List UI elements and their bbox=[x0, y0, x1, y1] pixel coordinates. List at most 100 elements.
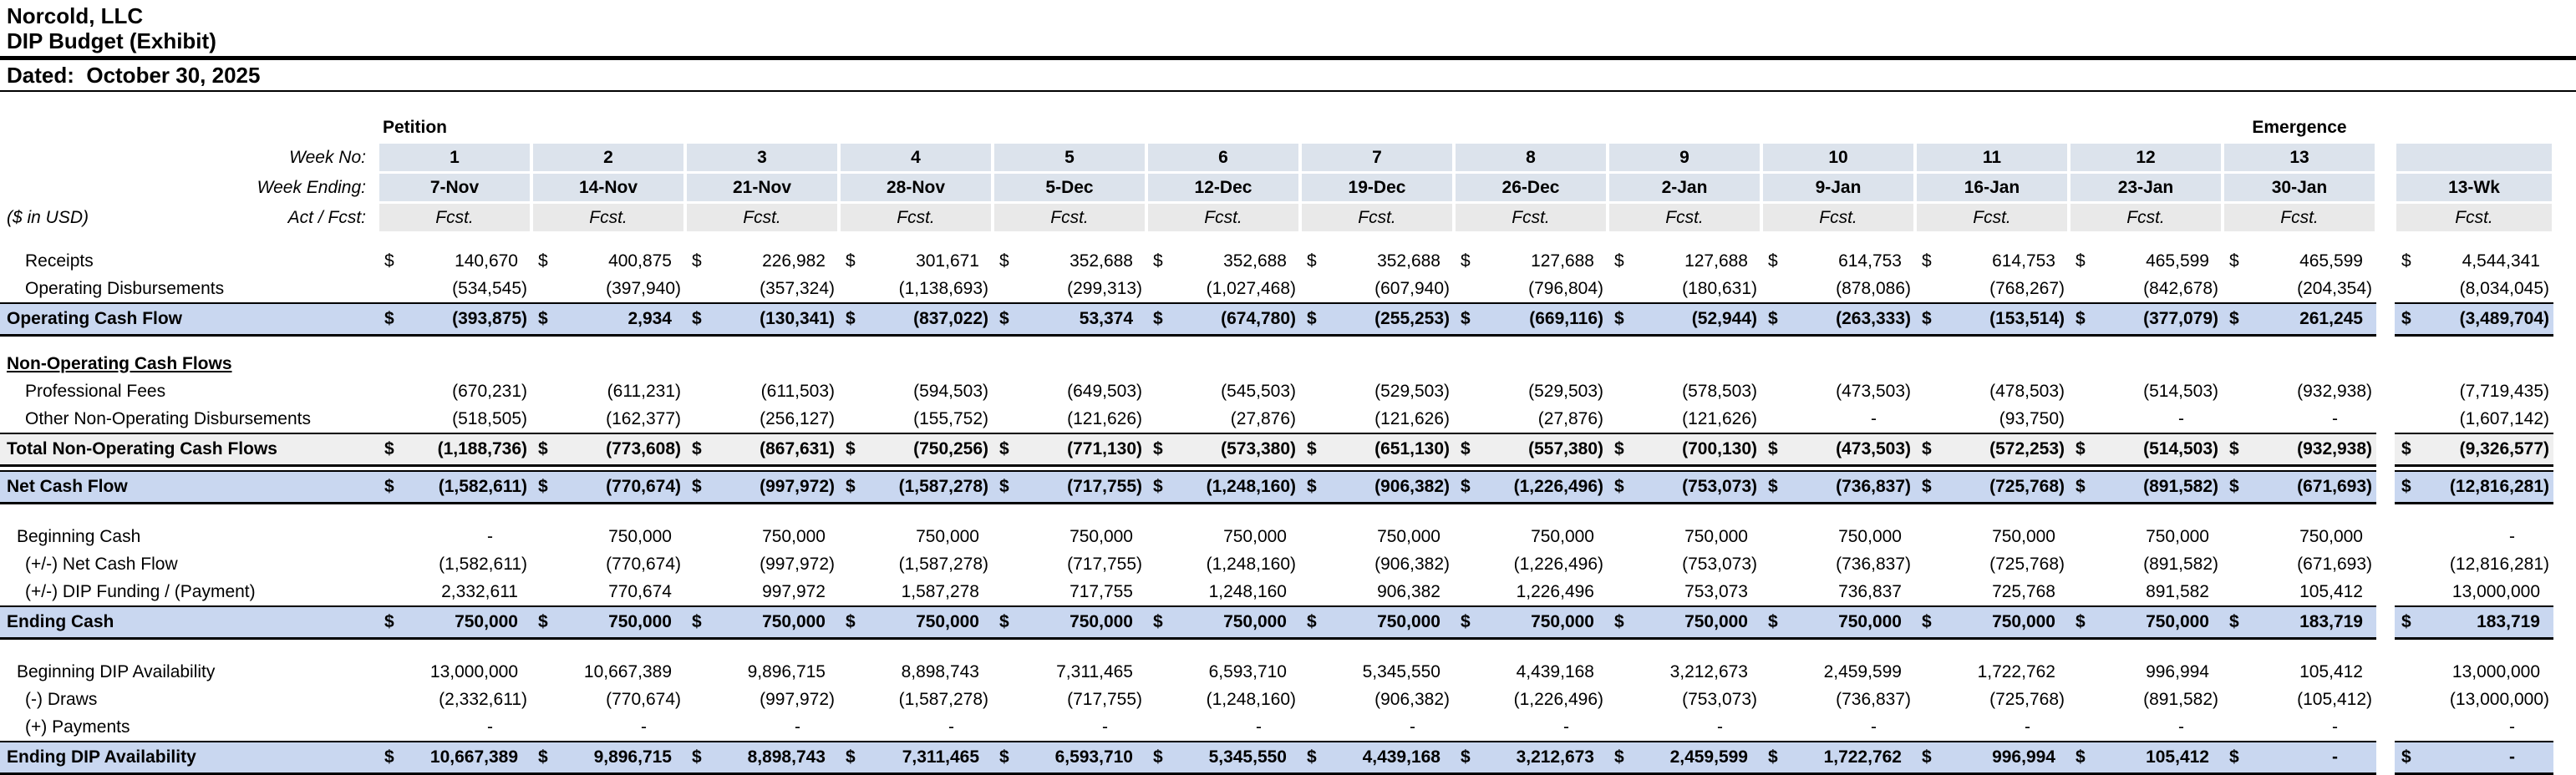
value-cell: (514,503) bbox=[2069, 377, 2223, 405]
value-cell: (736,837) bbox=[1761, 686, 1915, 713]
value-cell: - bbox=[378, 523, 531, 550]
cell-value: (891,582) bbox=[2143, 554, 2218, 574]
currency-symbol: $ bbox=[2401, 747, 2411, 767]
value-cell: 8,898,743 bbox=[839, 658, 993, 686]
value-cell: (357,324) bbox=[685, 275, 839, 303]
currency-symbol: $ bbox=[1614, 439, 1624, 458]
value-cell: $ (393,875) bbox=[378, 302, 531, 337]
gap-cell bbox=[2376, 114, 2395, 143]
currency-symbol: $ bbox=[692, 477, 702, 496]
value-cell: (2,332,611) bbox=[378, 686, 531, 713]
value-cell: 770,674 bbox=[531, 578, 685, 606]
value-wrap: (529,503) bbox=[1454, 382, 1608, 402]
dated-label: Dated: October 30, 2025 bbox=[7, 63, 261, 88]
value-wrap: (1,226,496) bbox=[1454, 690, 1608, 710]
value-cell: $ (1,587,278) bbox=[839, 470, 993, 504]
value-cell bbox=[2223, 350, 2376, 377]
value-cell: (770,674) bbox=[531, 686, 685, 713]
value-cell: $ (932,938) bbox=[2223, 433, 2376, 467]
title-divider-thick bbox=[0, 56, 2576, 60]
value-cell: $ (906,382) bbox=[1300, 470, 1454, 504]
cell-value: 750,000 bbox=[1531, 612, 1594, 631]
row-label: (+/-) DIP Funding / (Payment) bbox=[25, 581, 256, 601]
cell-value: (906,382) bbox=[1374, 554, 1450, 574]
header-spacer-cell bbox=[685, 114, 839, 143]
value-cell: 750,000 bbox=[839, 523, 993, 550]
currency-symbol: $ bbox=[1614, 477, 1624, 496]
value-cell: $ (1,582,611) bbox=[378, 470, 531, 504]
cell-value: (1,587,278) bbox=[898, 689, 988, 709]
currency-symbol: $ bbox=[2229, 309, 2239, 328]
usd-actfcst-wrap: ($ in USD) Act / Fcst: bbox=[7, 208, 376, 228]
cell-value: (717,755) bbox=[1067, 554, 1142, 574]
header-row-week-no: Week No: 1 2 3 4 5 6 7 8 9 10 11 12 13 bbox=[0, 141, 2555, 174]
currency-symbol: $ bbox=[1614, 251, 1624, 271]
gap-cell bbox=[2376, 578, 2395, 606]
cell-value: (578,503) bbox=[1682, 381, 1757, 401]
cell-value: 750,000 bbox=[2146, 612, 2209, 631]
value-cell bbox=[378, 350, 531, 377]
value-wrap: (256,127) bbox=[685, 409, 839, 429]
act-fcst-cell: Fcst. bbox=[991, 201, 1148, 234]
value-wrap: (180,631) bbox=[1608, 279, 1761, 299]
value-cell: $ (1,248,160) bbox=[1146, 470, 1300, 504]
cell-value: 750,000 bbox=[1531, 526, 1594, 546]
value-wrap: $ (750,256) bbox=[839, 439, 993, 459]
currency-symbol: $ bbox=[1307, 612, 1317, 631]
total-value-cell: $183,719 bbox=[2395, 605, 2553, 640]
value-wrap: $ - bbox=[2395, 747, 2553, 767]
cell-value: 127,688 bbox=[1531, 251, 1594, 271]
value-wrap: - bbox=[2223, 717, 2376, 737]
cell-value: (8,034,045) bbox=[2459, 278, 2549, 298]
value-cell: $9,896,715 bbox=[531, 741, 685, 775]
value-cell: $ (573,380) bbox=[1146, 433, 1300, 467]
value-wrap: $ (9,326,577) bbox=[2395, 439, 2553, 459]
cell-value: 13,000,000 bbox=[2452, 581, 2540, 601]
gap-cell bbox=[2376, 713, 2395, 742]
value-cell: 13,000,000 bbox=[378, 658, 531, 686]
report-title: DIP Budget (Exhibit) bbox=[7, 28, 216, 53]
value-wrap: 996,994 bbox=[2069, 662, 2223, 682]
value-wrap: $ (1,587,278) bbox=[839, 477, 993, 497]
value-wrap: $127,688 bbox=[1454, 251, 1608, 271]
currency-symbol: $ bbox=[1307, 309, 1317, 328]
value-wrap: (753,073) bbox=[1608, 555, 1761, 575]
value-wrap: 750,000 bbox=[1146, 527, 1300, 547]
currency-symbol: $ bbox=[999, 251, 1009, 271]
value-cell: 2,332,611 bbox=[378, 578, 531, 606]
currency-symbol: $ bbox=[2229, 477, 2239, 496]
cell-value: (263,333) bbox=[1836, 309, 1911, 328]
value-cell: 750,000 bbox=[1761, 523, 1915, 550]
cell-value: (1,248,160) bbox=[1206, 689, 1296, 709]
value-wrap: $4,439,168 bbox=[1300, 747, 1454, 767]
value-wrap: (1,587,278) bbox=[839, 555, 993, 575]
currency-symbol: $ bbox=[1768, 439, 1778, 458]
cell-value: (867,631) bbox=[760, 439, 835, 458]
value-cell: (162,377) bbox=[531, 405, 685, 433]
currency-symbol: $ bbox=[1153, 439, 1163, 458]
value-wrap: (204,354) bbox=[2223, 279, 2376, 299]
act-fcst-label: Act / Fcst: bbox=[287, 207, 366, 227]
currency-symbol: $ bbox=[846, 439, 856, 458]
cell-value: 750,000 bbox=[1070, 526, 1133, 546]
row-label: Other Non-Operating Disbursements bbox=[25, 408, 311, 428]
cell-value: 750,000 bbox=[916, 612, 979, 631]
value-wrap: (529,503) bbox=[1300, 382, 1454, 402]
cell-value: (717,755) bbox=[1067, 477, 1142, 496]
value-wrap: (997,972) bbox=[685, 690, 839, 710]
cell-value: - bbox=[2509, 747, 2515, 767]
cell-value: 8,898,743 bbox=[901, 661, 979, 681]
value-wrap: - bbox=[378, 717, 531, 737]
value-cell: $614,753 bbox=[1915, 247, 2069, 275]
cell-value: (611,503) bbox=[760, 381, 835, 401]
cell-value: 906,382 bbox=[1377, 581, 1440, 601]
value-cell: (607,940) bbox=[1300, 275, 1454, 303]
value-cell: (796,804) bbox=[1454, 275, 1608, 303]
value-wrap: (796,804) bbox=[1454, 279, 1608, 299]
value-wrap: 750,000 bbox=[2223, 527, 2376, 547]
total-value-cell: $ (3,489,704) bbox=[2395, 302, 2553, 337]
value-wrap: $465,599 bbox=[2223, 251, 2376, 271]
cell-value: (1,582,611) bbox=[438, 477, 527, 496]
total-act-fcst-cell: Fcst. bbox=[2393, 201, 2555, 234]
currency-symbol: $ bbox=[692, 309, 702, 328]
